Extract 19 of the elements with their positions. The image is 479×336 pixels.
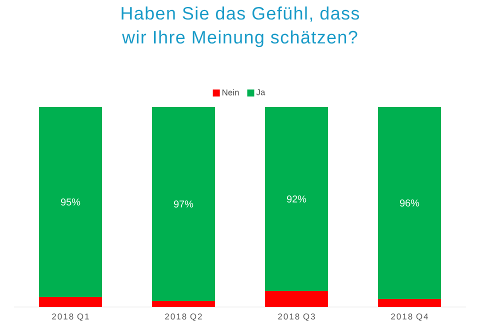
x-tick-label: 2018 Q4 — [391, 314, 428, 322]
legend-label: Ja — [256, 89, 266, 96]
data-label: 92% — [287, 195, 306, 203]
bar — [265, 291, 328, 307]
data-label: 95% — [61, 198, 80, 206]
bar — [378, 299, 442, 307]
bar — [152, 301, 215, 307]
data-label: 96% — [400, 199, 420, 207]
x-tick-label: 2018 Q2 — [165, 314, 202, 322]
bar — [378, 107, 442, 299]
bar — [152, 107, 215, 301]
data-label: 97% — [174, 200, 194, 208]
x-tick-label: 2018 Q1 — [52, 314, 89, 322]
chart-title: Haben Sie das Gefühl, dass wir Ihre Meinung schätzen? — [122, 6, 360, 48]
legend-label: Nein — [222, 89, 239, 96]
bar — [39, 297, 102, 307]
bar — [39, 107, 102, 297]
x-tick-label: 2018 Q3 — [278, 314, 315, 322]
bar — [265, 107, 328, 291]
